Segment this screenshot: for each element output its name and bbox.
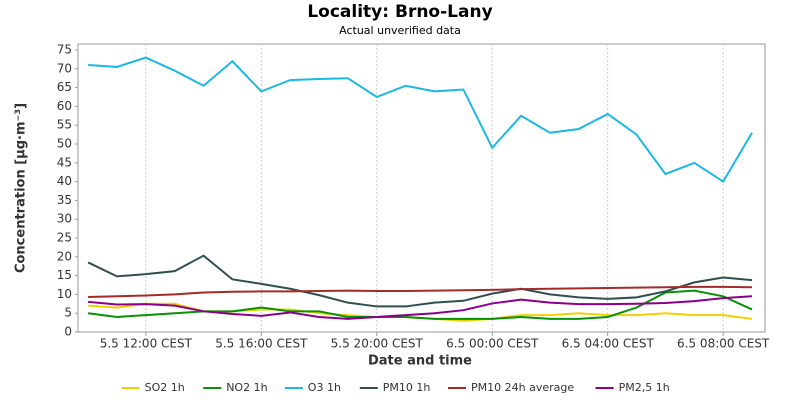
y-tick-label: 10: [57, 287, 72, 301]
plot-frame: [77, 43, 766, 333]
series-line: [88, 285, 753, 299]
legend-label: SO2 1h: [145, 381, 185, 394]
y-tick-label: 60: [57, 99, 72, 113]
legend-label: PM10 24h average: [471, 381, 574, 394]
x-tick-label: 6.5 08:00 CEST: [677, 337, 770, 351]
y-tick-label: 70: [57, 61, 72, 75]
series-line: [87, 254, 753, 308]
chart-title: Locality: Brno-Lany: [307, 2, 492, 22]
y-tick-label: 20: [57, 249, 72, 263]
x-tick-label: 5.5 20:00 CEST: [331, 337, 424, 351]
legend-label: NO2 1h: [226, 381, 267, 394]
x-tick-label: 6.5 04:00 CEST: [562, 337, 655, 351]
y-axis-label: Concentration [µg·m⁻³]: [14, 103, 29, 273]
y-tick-label: 5: [64, 306, 72, 320]
y-tick-label: 25: [57, 231, 72, 245]
x-axis-label: Date and time: [368, 354, 472, 369]
y-tick-label: 40: [57, 174, 72, 188]
x-tick-label: 5.5 12:00 CEST: [100, 337, 193, 351]
y-tick-label: 35: [57, 193, 72, 207]
y-tick-label: 55: [57, 118, 72, 132]
legend-label: PM10 1h: [383, 381, 431, 394]
series-line: [88, 56, 753, 184]
y-tick-label: 75: [57, 43, 72, 57]
legend-label: O3 1h: [308, 381, 341, 394]
x-tick-label: 6.5 00:00 CEST: [446, 337, 539, 351]
y-tick-label: 45: [57, 155, 72, 169]
y-tick-label: 50: [57, 137, 72, 151]
series-line: [87, 289, 753, 320]
y-tick-label: 30: [57, 212, 72, 226]
series-line: [88, 295, 753, 320]
chart-subtitle: Actual unverified data: [339, 24, 461, 37]
y-tick-label: 65: [57, 80, 72, 94]
legend-label: PM2,5 1h: [619, 381, 670, 394]
y-tick-label: 15: [57, 268, 72, 282]
x-tick-label: 5.5 16:00 CEST: [215, 337, 308, 351]
y-tick-label: 0: [64, 325, 72, 339]
